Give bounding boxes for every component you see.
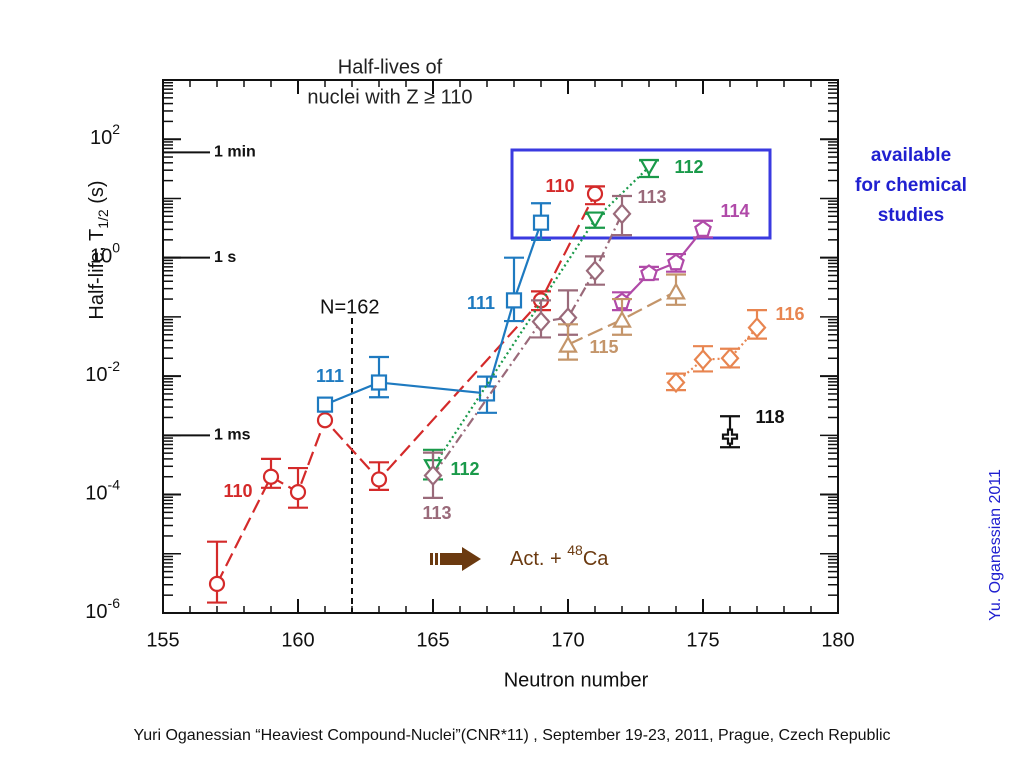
x-tick-label: 180 [821,629,854,651]
marker [694,220,712,237]
series-label: 110 [223,481,252,501]
time-mark-label: 1 s [214,249,236,266]
x-tick-label: 155 [146,629,179,651]
marker [747,316,767,339]
marker [370,374,388,391]
marker [612,203,632,225]
y-tick-label: 10-6 [85,595,120,624]
x-tick-label: 165 [416,629,449,651]
error-bar [207,540,227,604]
y-tick-exponent: -6 [108,595,121,611]
marker [585,211,605,229]
series-label: 113 [637,187,666,207]
y-tick-base: 10 [85,483,107,505]
marker [693,348,713,371]
y-tick-exponent: -4 [108,476,121,492]
marker [558,335,578,353]
chart-title: nuclei with Z ≥ 110 [307,86,472,108]
y-tick-base: 10 [85,364,107,386]
series-line [675,326,758,384]
series-label: 114 [720,201,749,221]
x-tick-label: 160 [281,629,314,651]
marker [262,468,280,485]
series-line [621,228,704,303]
marker [612,310,632,328]
x-tick-label: 170 [551,629,584,651]
y-label-text: Half-life, T [86,229,108,320]
marker [370,471,388,488]
marker [289,484,307,501]
series-line [216,193,596,585]
footer: Yuri Oganessian “Heaviest Compound-Nucle… [133,727,890,744]
y-label-unit: (s) [86,180,108,209]
n162-label: N=162 [320,296,380,318]
y-tick-label: 10-4 [85,476,120,505]
y-tick-base: 10 [90,246,112,268]
error-bar [504,256,524,323]
marker [316,396,334,413]
plot-frame [162,79,839,614]
y-tick-label: 10-2 [85,358,120,387]
series-label: 115 [589,337,618,357]
marker [316,412,334,429]
y-axis-label: Half-life, T1/2 (s) [86,180,110,319]
x-axis-label: Neutron number [504,669,649,691]
marker [478,385,496,402]
y-tick-label: 102 [90,121,120,150]
marker [532,214,550,231]
x-tick-label: 175 [686,629,719,651]
marker [586,185,604,202]
time-mark-label: 1 ms [214,427,251,444]
beam-text: Act. + [510,548,567,570]
box-label: for chemical [855,175,967,196]
y-tick-exponent: -2 [108,358,121,374]
marker [640,264,658,282]
chemistry-box [510,148,772,240]
series-label: 111 [316,366,344,386]
beam-label: Act. + 48Ca [510,542,609,571]
box-label: studies [878,205,945,226]
marker [721,428,739,445]
series-label: 116 [775,304,804,324]
marker [531,311,551,333]
y-tick-base: 10 [90,128,112,150]
series-label: 111 [467,293,495,313]
y-label-sub: 1/2 [95,209,111,229]
series-label: 113 [422,503,451,523]
y-tick-exponent: 0 [112,239,120,255]
box-label: available [871,145,951,166]
marker [585,260,605,282]
chart-title: Half-lives of [338,56,443,78]
marker [505,292,523,309]
series-label: 112 [450,459,479,479]
series-label: 112 [674,157,703,177]
marker [667,253,685,271]
marker [639,158,659,177]
y-tick-label: 100 [90,239,120,268]
marker [666,371,686,394]
marker [208,575,226,593]
credit: Yu. Oganessian 2011 [987,469,1004,621]
time-mark-label: 1 min [214,144,256,161]
beam-arrow [430,547,481,571]
beam-element: Ca [583,548,609,570]
series-label: 110 [545,176,574,196]
marker [720,347,740,369]
y-tick-exponent: 2 [112,121,120,137]
marker [423,464,443,487]
series-label: 118 [755,407,784,427]
y-tick-base: 10 [85,601,107,623]
beam-sup: 48 [567,542,583,558]
marker [666,282,686,300]
